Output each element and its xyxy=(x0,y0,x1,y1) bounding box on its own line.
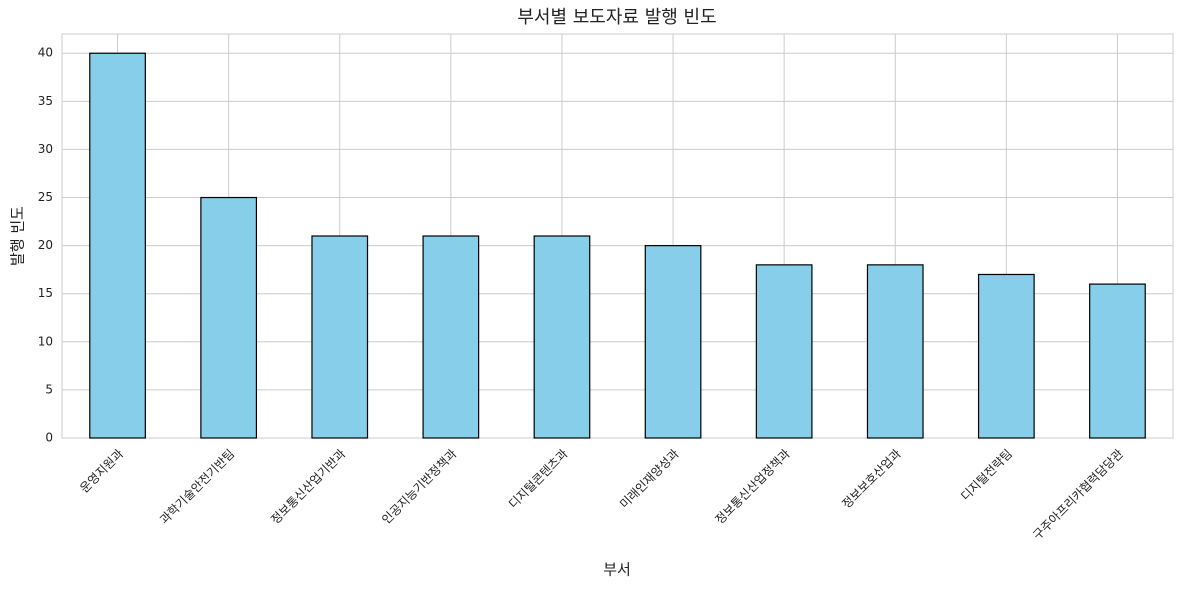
x-tick-label: 인공지능기반정책과 xyxy=(379,446,460,527)
bar xyxy=(755,264,813,439)
y-tick-label: 10 xyxy=(38,334,53,348)
y-tick-label: 30 xyxy=(38,142,53,156)
y-axis-label: 발행 빈도 xyxy=(9,206,27,266)
bar xyxy=(977,273,1035,439)
x-tick-label: 운영지원과 xyxy=(77,447,126,496)
x-tick-label: 디지털전략팀 xyxy=(958,447,1015,504)
bar xyxy=(644,245,702,439)
bar xyxy=(200,196,258,439)
chart-title: 부서별 보도자료 발행 빈도 xyxy=(517,7,716,28)
y-tick-label: 15 xyxy=(38,286,53,300)
y-tick-label: 5 xyxy=(45,382,53,396)
y-tick-label: 0 xyxy=(45,431,53,445)
y-tick-label: 40 xyxy=(38,46,53,60)
y-tick-label: 25 xyxy=(38,190,53,204)
x-tick-label: 구주아프리카협력담당관 xyxy=(1030,447,1126,543)
bar xyxy=(422,235,480,439)
x-tick-label: 정보통신산업기반과 xyxy=(268,447,348,527)
x-tick-label: 정보통신산업정책과 xyxy=(712,446,793,527)
bar xyxy=(533,235,591,439)
bar xyxy=(311,235,369,439)
bar xyxy=(89,52,146,439)
bar xyxy=(866,264,924,439)
x-tick-label: 미래인재양성과 xyxy=(617,447,682,512)
x-axis-label: 부서 xyxy=(603,561,631,579)
plot-frame xyxy=(61,33,1174,439)
y-tick-label: 20 xyxy=(38,238,53,252)
y-tick-label: 35 xyxy=(38,94,53,108)
x-tick-label: 과학기술안전기반팀 xyxy=(157,447,237,527)
x-tick-label: 디지털콘텐츠과 xyxy=(506,447,571,512)
x-tick-label: 정보보호산업과 xyxy=(839,447,904,512)
bar xyxy=(1089,283,1146,439)
